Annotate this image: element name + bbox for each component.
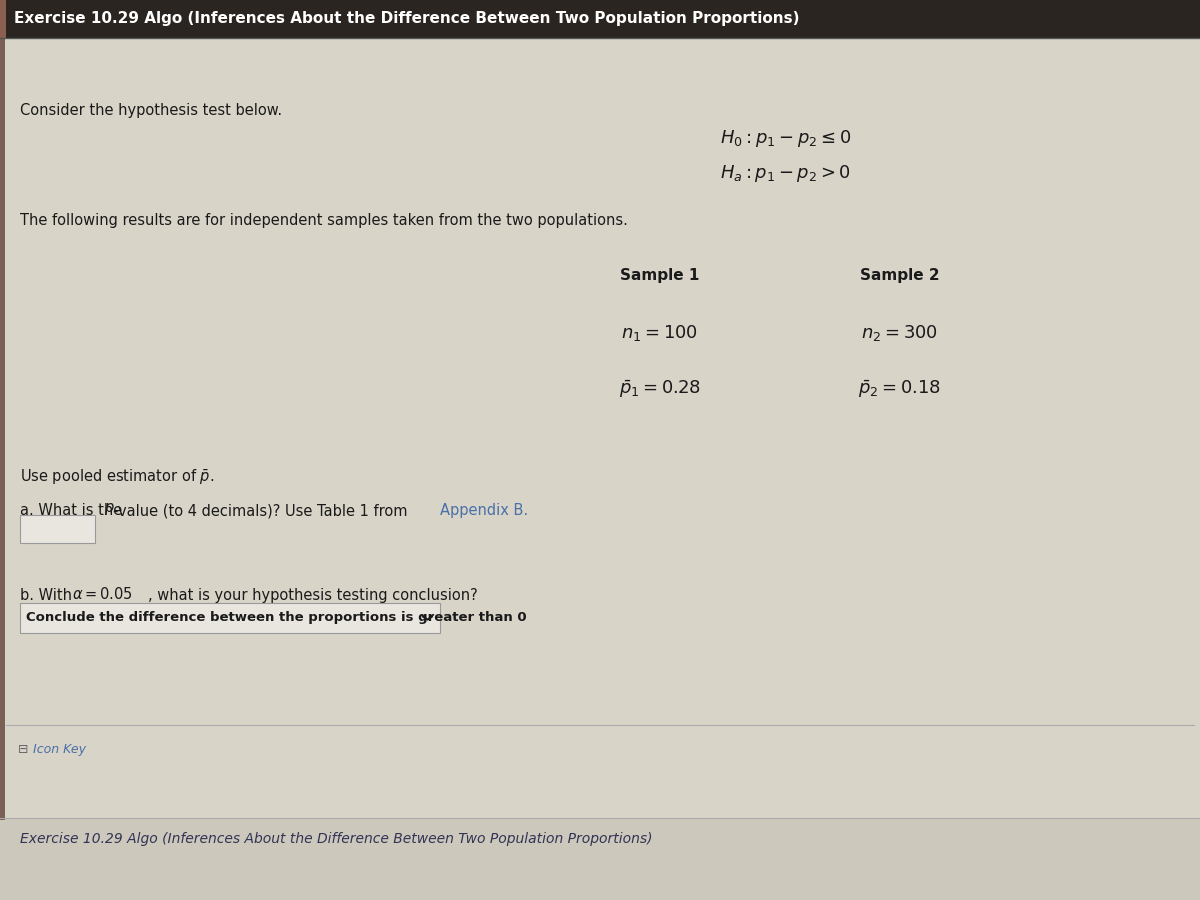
Text: Exercise 10.29 Algo (Inferences About the Difference Between Two Population Prop: Exercise 10.29 Algo (Inferences About th… — [14, 12, 799, 26]
Text: $H_0 : p_1 - p_2 \leq 0$: $H_0 : p_1 - p_2 \leq 0$ — [720, 128, 851, 149]
Text: Icon Key: Icon Key — [34, 743, 86, 756]
Text: $H_a : p_1 - p_2 > 0$: $H_a : p_1 - p_2 > 0$ — [720, 163, 851, 184]
Text: Exercise 10.29 Algo (Inferences About the Difference Between Two Population Prop: Exercise 10.29 Algo (Inferences About th… — [20, 832, 653, 846]
Bar — [0, 818, 1200, 900]
Text: The following results are for independent samples taken from the two populations: The following results are for independen… — [20, 213, 628, 228]
Text: -value (to 4 decimals)? Use Table 1 from: -value (to 4 decimals)? Use Table 1 from — [113, 503, 412, 518]
Bar — [0, 725, 5, 820]
Text: ❯: ❯ — [420, 613, 431, 623]
Text: Use pooled estimator of $\bar{p}$.: Use pooled estimator of $\bar{p}$. — [20, 468, 215, 487]
Bar — [20, 515, 95, 543]
Text: Sample 1: Sample 1 — [620, 268, 700, 283]
Text: $n_1 = 100$: $n_1 = 100$ — [622, 323, 698, 343]
Text: Sample 2: Sample 2 — [860, 268, 940, 283]
Text: b. With: b. With — [20, 588, 77, 603]
Text: $\bar{p}_2 = 0.18$: $\bar{p}_2 = 0.18$ — [858, 378, 942, 400]
Bar — [0, 0, 6, 38]
Text: $p$: $p$ — [104, 501, 115, 517]
Text: Appendix B.: Appendix B. — [440, 503, 528, 518]
Text: Conclude the difference between the proportions is greater than 0: Conclude the difference between the prop… — [26, 611, 527, 625]
Bar — [0, 38, 5, 820]
Text: Consider the hypothesis test below.: Consider the hypothesis test below. — [20, 103, 282, 118]
Bar — [20, 603, 440, 633]
Bar — [0, 0, 1200, 38]
Text: $\bar{p}_1 = 0.28$: $\bar{p}_1 = 0.28$ — [619, 378, 701, 400]
Text: ⊟: ⊟ — [18, 743, 29, 756]
Text: , what is your hypothesis testing conclusion?: , what is your hypothesis testing conclu… — [148, 588, 478, 603]
Text: $\alpha = 0.05$: $\alpha = 0.05$ — [72, 586, 133, 602]
Text: a. What is the: a. What is the — [20, 503, 127, 518]
Text: $n_2 = 300$: $n_2 = 300$ — [862, 323, 938, 343]
